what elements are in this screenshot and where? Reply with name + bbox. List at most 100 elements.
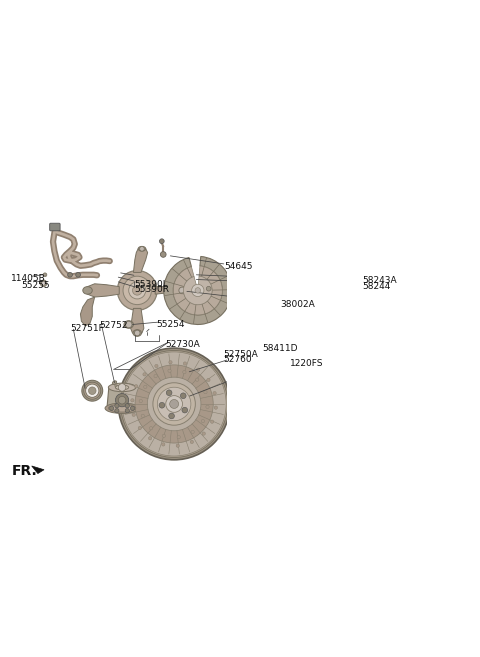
Circle shape (213, 392, 216, 395)
Circle shape (115, 403, 119, 408)
Circle shape (166, 390, 172, 396)
FancyBboxPatch shape (50, 223, 60, 231)
Text: 58244: 58244 (362, 282, 390, 291)
Text: 55390L: 55390L (134, 279, 168, 288)
Circle shape (160, 252, 166, 258)
Text: 55390R: 55390R (134, 285, 169, 294)
Circle shape (68, 273, 72, 277)
Text: 58243A: 58243A (362, 276, 396, 285)
Circle shape (134, 330, 140, 336)
Circle shape (169, 361, 172, 364)
Circle shape (149, 426, 153, 430)
Circle shape (162, 434, 166, 438)
Circle shape (134, 384, 138, 388)
Circle shape (140, 246, 144, 251)
Ellipse shape (124, 321, 133, 328)
Circle shape (42, 281, 46, 285)
Circle shape (82, 380, 103, 401)
Circle shape (179, 287, 185, 294)
Circle shape (43, 273, 47, 277)
Text: 55255: 55255 (21, 281, 49, 290)
Circle shape (44, 274, 46, 276)
Circle shape (155, 365, 158, 368)
Circle shape (129, 282, 146, 299)
Circle shape (168, 369, 171, 373)
Circle shape (169, 399, 179, 409)
Polygon shape (107, 388, 137, 408)
Text: 52752: 52752 (99, 321, 128, 330)
Ellipse shape (177, 286, 188, 295)
Circle shape (154, 374, 157, 378)
Circle shape (139, 399, 143, 403)
Circle shape (166, 396, 182, 413)
Circle shape (125, 409, 130, 413)
Circle shape (115, 409, 119, 413)
Polygon shape (32, 466, 44, 474)
Ellipse shape (105, 403, 139, 413)
Circle shape (210, 420, 214, 423)
Text: FR.: FR. (12, 464, 37, 478)
Circle shape (148, 437, 152, 440)
Circle shape (177, 436, 180, 439)
Circle shape (183, 362, 187, 365)
Circle shape (169, 413, 174, 419)
Text: 52730A: 52730A (166, 340, 200, 349)
Wedge shape (183, 276, 212, 305)
Circle shape (159, 239, 164, 244)
Circle shape (109, 406, 114, 411)
Wedge shape (164, 256, 232, 325)
Text: 52760: 52760 (223, 355, 252, 364)
Circle shape (196, 368, 200, 371)
Circle shape (118, 384, 126, 391)
Circle shape (204, 390, 207, 394)
Text: 11405B: 11405B (12, 274, 46, 283)
Circle shape (131, 406, 134, 411)
Polygon shape (86, 284, 119, 297)
Circle shape (123, 276, 151, 305)
Circle shape (190, 440, 193, 443)
Circle shape (201, 419, 204, 422)
Text: 54645: 54645 (224, 262, 252, 271)
Circle shape (176, 444, 180, 447)
Circle shape (116, 394, 129, 407)
Text: 52751F: 52751F (70, 325, 104, 334)
Circle shape (180, 393, 186, 399)
Polygon shape (155, 286, 180, 294)
Circle shape (131, 399, 134, 402)
Circle shape (191, 430, 194, 434)
Circle shape (132, 413, 135, 417)
Circle shape (157, 387, 191, 420)
Circle shape (120, 350, 228, 457)
Ellipse shape (83, 286, 92, 294)
Polygon shape (131, 308, 144, 335)
Ellipse shape (108, 383, 136, 392)
Circle shape (40, 280, 47, 286)
Circle shape (117, 271, 157, 310)
Circle shape (118, 348, 230, 460)
Polygon shape (81, 297, 95, 326)
Circle shape (202, 432, 205, 435)
Ellipse shape (116, 385, 129, 390)
Wedge shape (173, 266, 222, 315)
Circle shape (195, 288, 201, 293)
Circle shape (214, 406, 217, 409)
Circle shape (76, 273, 81, 277)
Circle shape (118, 396, 126, 404)
Circle shape (159, 403, 165, 408)
Ellipse shape (138, 246, 146, 251)
Circle shape (132, 286, 142, 295)
Ellipse shape (108, 405, 136, 412)
Circle shape (206, 286, 211, 291)
Text: 52750A: 52750A (223, 350, 258, 359)
Circle shape (141, 414, 144, 417)
Circle shape (122, 352, 226, 456)
Circle shape (125, 403, 130, 408)
Circle shape (143, 373, 146, 376)
Text: 55254: 55254 (156, 320, 185, 328)
Text: 58411D: 58411D (263, 344, 298, 353)
Circle shape (182, 407, 188, 413)
Circle shape (125, 321, 132, 328)
Circle shape (195, 378, 199, 381)
Polygon shape (133, 248, 148, 273)
Circle shape (206, 405, 209, 409)
